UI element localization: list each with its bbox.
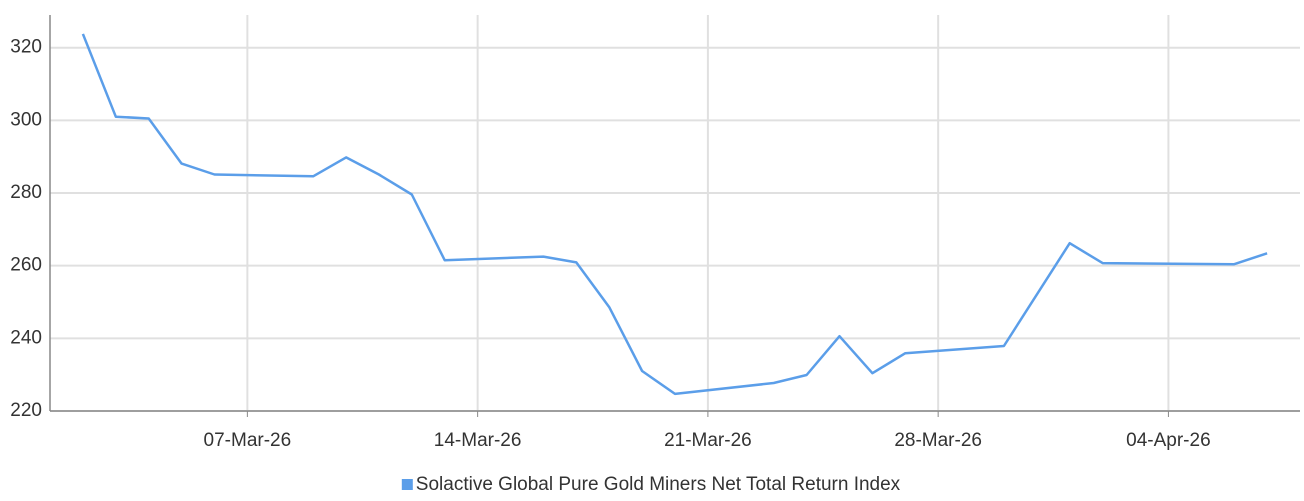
x-tick-label: 07-Mar-26 [204,430,292,451]
x-tick-label: 28-Mar-26 [894,430,982,451]
x-tick-label: 04-Apr-26 [1126,430,1211,451]
x-tick-label: 14-Mar-26 [434,430,522,451]
x-tick-label: 21-Mar-26 [664,430,752,451]
legend-swatch [401,479,413,490]
y-tick-label: 320 [10,37,42,58]
line [81,33,1268,396]
y-tick-label: 280 [10,182,42,203]
legend-label: Solactive Global Pure Gold Miners Net To… [416,474,901,495]
y-tick-label: 300 [10,109,42,130]
y-tick-label: 220 [10,400,42,421]
y-tick-label: 260 [10,255,42,276]
y-tick-label: 240 [10,327,42,348]
